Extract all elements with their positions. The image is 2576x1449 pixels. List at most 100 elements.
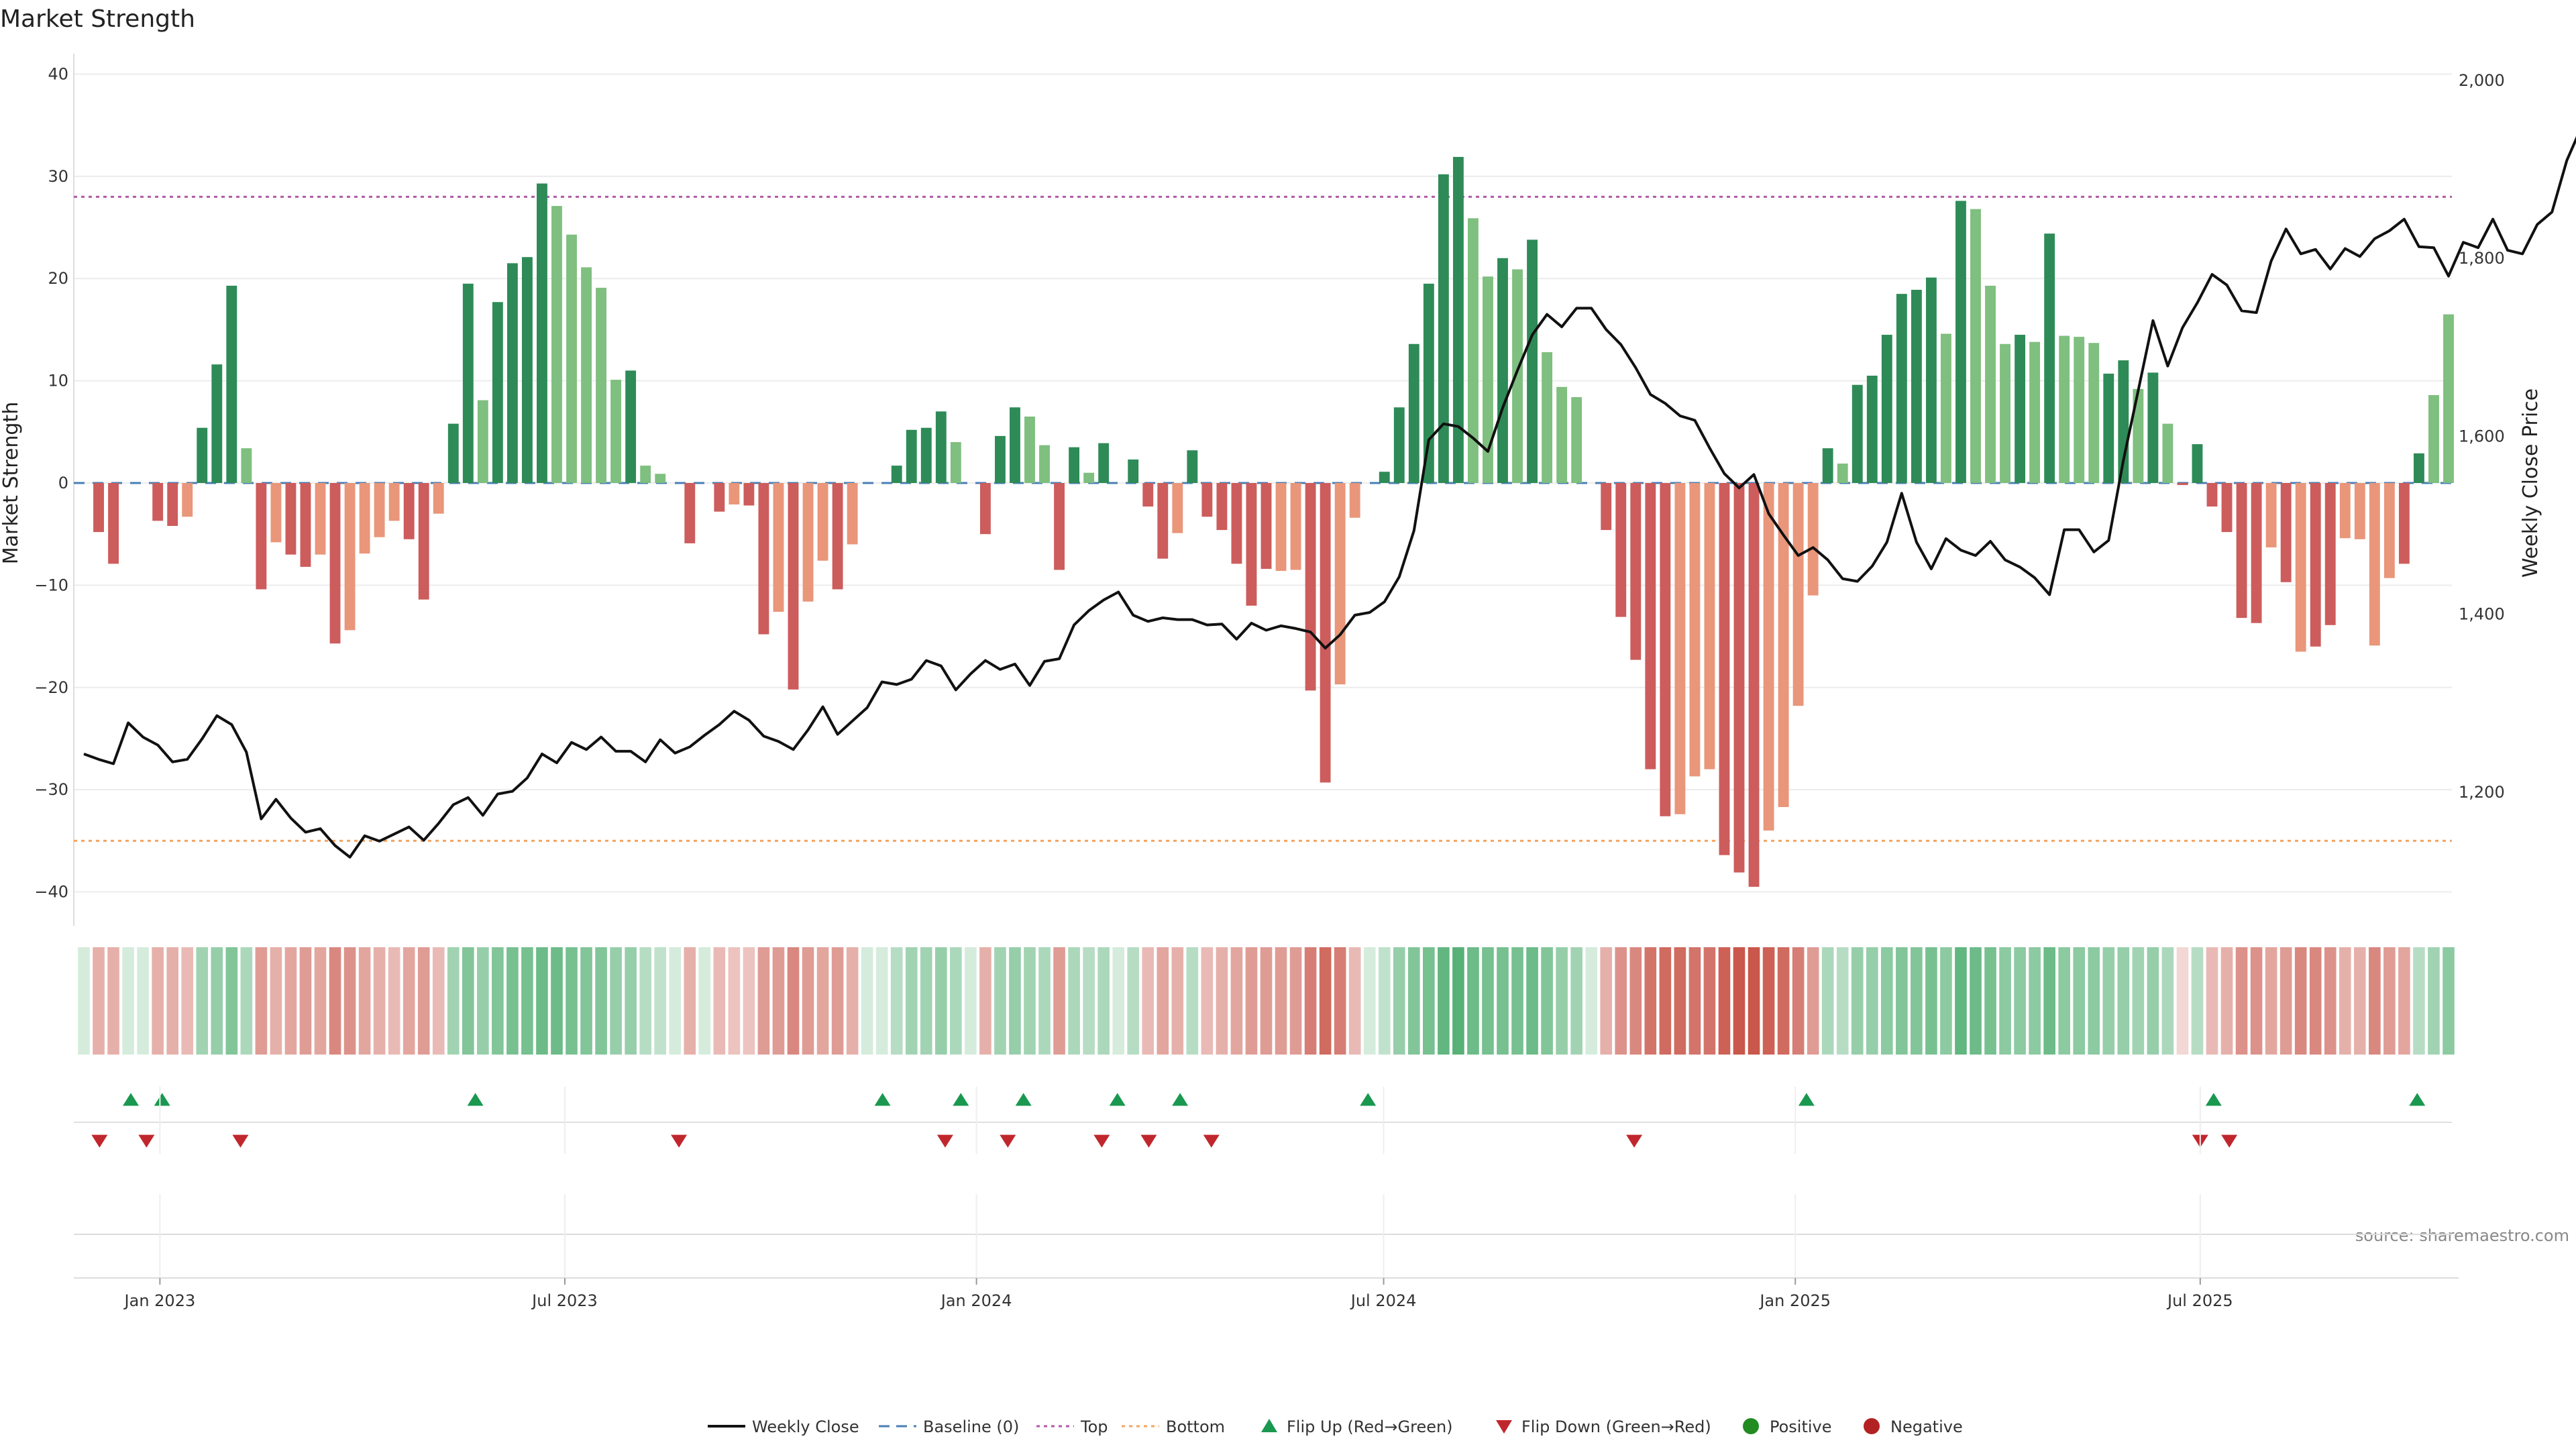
strength-bar — [2398, 483, 2410, 564]
heat-cell — [595, 947, 607, 1055]
heat-cell — [905, 947, 918, 1055]
strength-bar — [108, 483, 119, 564]
heat-cell — [772, 947, 785, 1055]
y2-tick-label: 1,800 — [2459, 249, 2505, 268]
heat-cell — [1748, 947, 1760, 1055]
strength-bar — [1941, 333, 1951, 483]
heat-cell — [1762, 947, 1775, 1055]
flip-down-marker — [936, 1134, 953, 1148]
heat-cell — [1999, 947, 2011, 1055]
strength-bar — [522, 257, 533, 483]
strength-bar — [1231, 483, 1242, 564]
flip-down-marker — [91, 1134, 108, 1148]
strength-bar — [1985, 285, 1996, 483]
x-tick-label: Jul 2023 — [531, 1291, 598, 1310]
strength-bar — [1069, 447, 1080, 483]
flip-down-marker — [232, 1134, 249, 1148]
strength-bar — [610, 380, 622, 483]
strength-bar — [1719, 483, 1730, 855]
strength-bar — [891, 466, 902, 483]
strength-bar — [995, 435, 1006, 483]
strength-bar — [640, 466, 651, 483]
heat-cell — [417, 947, 430, 1055]
strength-bar — [2324, 483, 2336, 625]
strength-bar — [477, 400, 488, 483]
strength-bar — [935, 411, 947, 483]
flip-up-marker — [123, 1093, 140, 1106]
strength-bar — [625, 370, 637, 483]
strength-bar — [1601, 483, 1612, 531]
heat-cell — [1142, 947, 1155, 1055]
strength-bar — [1822, 448, 1833, 483]
strength-bar — [1778, 483, 1789, 808]
strength-bar — [950, 442, 961, 483]
strength-bar — [374, 483, 385, 537]
heat-cell — [284, 947, 297, 1055]
strength-bar — [1630, 483, 1642, 660]
strength-bar — [388, 483, 400, 521]
strength-bar — [1807, 483, 1819, 596]
strength-bar — [773, 483, 784, 612]
strength-bar — [329, 483, 341, 644]
heat-cell — [1541, 947, 1553, 1055]
strength-bar — [714, 483, 725, 512]
legend-swatch-negative — [1864, 1418, 1880, 1434]
heat-cell — [2058, 947, 2070, 1055]
strength-bar — [152, 483, 164, 521]
strength-bar — [2251, 483, 2262, 623]
strength-bar — [1911, 290, 1922, 483]
heat-cell — [2043, 947, 2055, 1055]
heat-cell — [1378, 947, 1391, 1055]
strength-bar — [1305, 483, 1316, 691]
heat-cell — [1230, 947, 1243, 1055]
strength-bar — [596, 287, 607, 483]
strength-bar — [1260, 483, 1272, 569]
strength-bar — [1497, 258, 1508, 483]
heat-cell — [580, 947, 592, 1055]
heat-cell — [388, 947, 400, 1055]
strength-bar — [418, 483, 429, 600]
heat-cell — [1009, 947, 1021, 1055]
strength-bar — [1792, 483, 1804, 706]
strength-bar — [1349, 483, 1360, 518]
heat-cell — [551, 947, 563, 1055]
strength-bar — [2088, 343, 2100, 483]
flip-up-marker — [1360, 1093, 1377, 1106]
strength-bar — [2265, 483, 2277, 547]
heat-cell — [137, 947, 149, 1055]
heat-cell — [1615, 947, 1627, 1055]
strength-bar — [743, 483, 755, 506]
heat-cell — [1275, 947, 1287, 1055]
flip-up-marker — [467, 1093, 484, 1106]
strength-bar — [2383, 483, 2395, 578]
strength-bar — [1527, 239, 1538, 483]
strength-bar — [2000, 343, 2010, 483]
strength-bar — [1896, 294, 1907, 483]
strength-bar — [1187, 450, 1198, 483]
heat-cell — [1836, 947, 1849, 1055]
heat-cell — [757, 947, 770, 1055]
heat-cell — [1068, 947, 1080, 1055]
strength-bar — [211, 364, 223, 483]
heat-cell — [1911, 947, 1923, 1055]
flip-down-marker — [138, 1134, 155, 1148]
strength-bar — [2133, 388, 2144, 483]
heat-cell — [447, 947, 460, 1055]
heat-cell — [2235, 947, 2248, 1055]
strength-bar — [182, 483, 193, 517]
heat-cell — [521, 947, 533, 1055]
heat-cell — [1511, 947, 1523, 1055]
heat-cell — [402, 947, 415, 1055]
chart-title: Market Strength — [0, 5, 195, 33]
strength-bar — [241, 448, 252, 483]
strength-bar — [1645, 483, 1656, 769]
y2-tick-label: 1,200 — [2459, 783, 2505, 802]
strength-bar — [167, 483, 178, 526]
x-axis: Jan 2023 Jul 2023 Jan 2024 Jul 2024 Jan 2025… — [74, 1087, 2459, 1310]
heat-cell — [1452, 947, 1464, 1055]
heat-cell — [1289, 947, 1302, 1055]
heat-cell — [728, 947, 741, 1055]
strength-bar — [758, 483, 769, 635]
strength-bar — [2428, 394, 2439, 483]
heat-cell — [1925, 947, 1937, 1055]
